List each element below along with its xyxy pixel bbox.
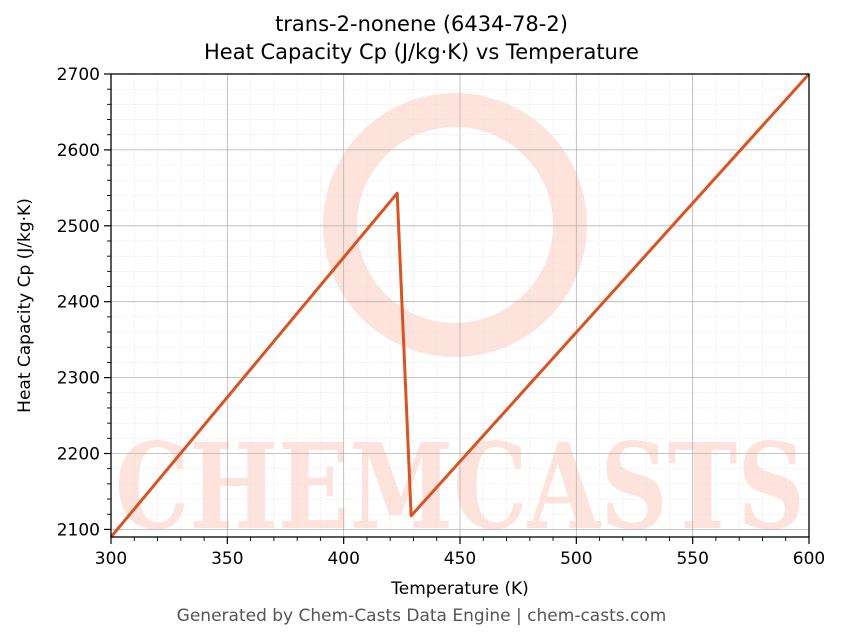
y-tick-labels: 2100 2200 2300 2400 2500 2600 2700	[57, 65, 100, 540]
x-tick-label: 400	[327, 549, 359, 569]
chart-title-line-2: Heat Capacity Cp (J/kg·K) vs Temperature	[204, 40, 639, 64]
y-tick-label: 2500	[57, 217, 100, 237]
x-tick-label: 500	[560, 549, 592, 569]
x-tick-label: 600	[793, 549, 825, 569]
y-tick-label: 2600	[57, 141, 100, 161]
x-tick-labels: 300 350 400 450 500 550 600	[95, 549, 825, 569]
axis-ticks	[104, 73, 810, 544]
y-tick-label: 2100	[57, 520, 100, 540]
y-tick-label: 2200	[57, 445, 100, 465]
y-tick-label: 2700	[57, 65, 100, 85]
series-group	[109, 72, 811, 538]
watermark-swirl	[323, 93, 587, 357]
series-line-0	[109, 72, 811, 538]
x-tick-label: 450	[444, 549, 476, 569]
footer-credit: Generated by Chem-Casts Data Engine | ch…	[176, 606, 667, 626]
x-tick-label: 550	[676, 549, 708, 569]
x-tick-label: 350	[211, 549, 243, 569]
x-tick-label: 300	[95, 549, 127, 569]
y-axis-label: Heat Capacity Cp (J/kg·K)	[15, 198, 35, 413]
y-tick-label: 2400	[57, 293, 100, 313]
x-axis-label: Temperature (K)	[390, 579, 529, 599]
chart-title-line-1: trans-2-nonene (6434-78-2)	[275, 12, 568, 36]
y-tick-label: 2300	[57, 369, 100, 389]
